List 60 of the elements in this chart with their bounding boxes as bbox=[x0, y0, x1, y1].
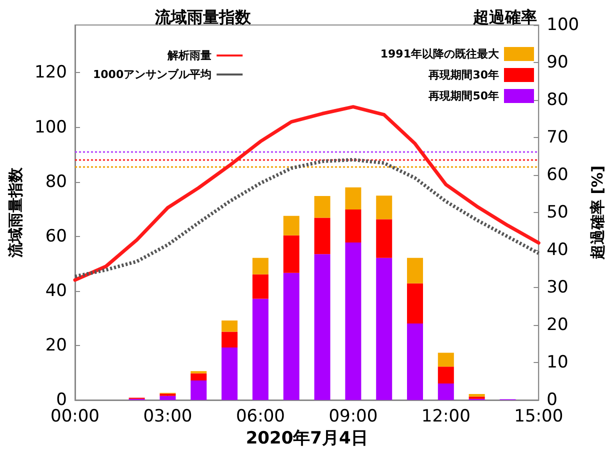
y2-tick-label: 90 bbox=[546, 52, 568, 72]
bar bbox=[407, 324, 424, 400]
bar bbox=[252, 298, 268, 400]
y2-tick-label: 70 bbox=[546, 128, 568, 148]
bar bbox=[407, 283, 424, 324]
bar bbox=[438, 366, 454, 384]
y2-tick-label: 40 bbox=[546, 240, 568, 260]
y-tick-label: 80 bbox=[45, 172, 67, 192]
y-tick-label: 120 bbox=[34, 62, 67, 83]
y-tick-label: 40 bbox=[45, 280, 67, 301]
bar bbox=[345, 187, 362, 210]
x-tick-label: 06:00 bbox=[236, 406, 285, 426]
bar bbox=[160, 396, 176, 400]
bar bbox=[376, 196, 392, 220]
bar bbox=[376, 258, 392, 400]
bar bbox=[438, 384, 454, 400]
bar bbox=[438, 352, 454, 367]
y2-tick-label: 50 bbox=[546, 202, 568, 222]
bar bbox=[283, 235, 300, 273]
y-tick-label: 60 bbox=[45, 226, 67, 246]
bar bbox=[407, 258, 424, 284]
x-tick-label: 09:00 bbox=[328, 406, 378, 426]
bar bbox=[376, 219, 392, 258]
bar bbox=[345, 210, 362, 242]
y2-tick-label: 10 bbox=[546, 352, 568, 372]
x-tick-label: 03:00 bbox=[143, 406, 192, 426]
bar bbox=[468, 394, 485, 397]
bar bbox=[345, 242, 362, 400]
y2-tick-label: 80 bbox=[546, 90, 568, 110]
bar bbox=[190, 373, 207, 380]
y-axis-title: 流域雨量指数 bbox=[6, 166, 24, 258]
legend-label: 再現期間50年 bbox=[428, 90, 499, 102]
annotation: 流域雨量指数 bbox=[154, 8, 252, 26]
annotation: 超過確率 bbox=[472, 8, 537, 26]
line-series bbox=[73, 158, 540, 278]
y-tick-label: 100 bbox=[34, 117, 67, 138]
legend-label: 1000アンサンブル平均 bbox=[92, 68, 212, 81]
bar bbox=[252, 258, 268, 274]
bar bbox=[283, 216, 300, 236]
bar bbox=[190, 380, 207, 400]
bar bbox=[314, 196, 330, 218]
y2-tick-label: 60 bbox=[546, 165, 568, 185]
legend-label: 解析雨量 bbox=[166, 49, 212, 62]
bar bbox=[314, 254, 330, 400]
bar bbox=[283, 272, 300, 400]
y2-tick-label: 30 bbox=[546, 278, 568, 298]
bar bbox=[222, 348, 238, 400]
bar bbox=[314, 218, 330, 254]
y2-tick-label: 20 bbox=[546, 315, 568, 335]
legend-label: 1991年以降の既往最大 bbox=[380, 48, 500, 60]
bar bbox=[252, 274, 268, 299]
x-tick-label: 12:00 bbox=[421, 406, 470, 426]
bar bbox=[222, 332, 238, 348]
y2-axis-title: 超過確率 [%] bbox=[588, 166, 606, 260]
y2-tick-label: 100 bbox=[546, 15, 580, 35]
bar bbox=[222, 320, 238, 332]
line-series bbox=[73, 105, 540, 282]
legend-label: 再現期間30年 bbox=[428, 68, 499, 82]
y-tick-label: 20 bbox=[45, 335, 67, 356]
x-axis-title: 2020年7月4日 bbox=[246, 428, 368, 448]
